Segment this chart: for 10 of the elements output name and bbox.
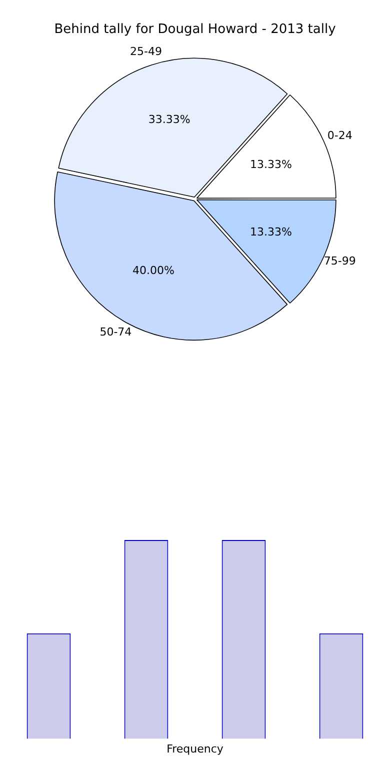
data-label: 13.33%: [250, 158, 292, 172]
x-axis-title: Frequency: [166, 742, 224, 756]
data-label: 13.33%: [250, 226, 292, 239]
slice-label: 0-24: [327, 128, 352, 142]
data-label: 33.33%: [148, 112, 190, 126]
slice-label: 50-74: [100, 326, 132, 339]
chart-title: Behind tally for Dougal Howard - 2013 tally: [53, 22, 337, 39]
data-label: 40.00%: [132, 264, 174, 277]
slice-label: 25-49: [130, 44, 162, 58]
slice-label: 75-99: [324, 254, 356, 268]
